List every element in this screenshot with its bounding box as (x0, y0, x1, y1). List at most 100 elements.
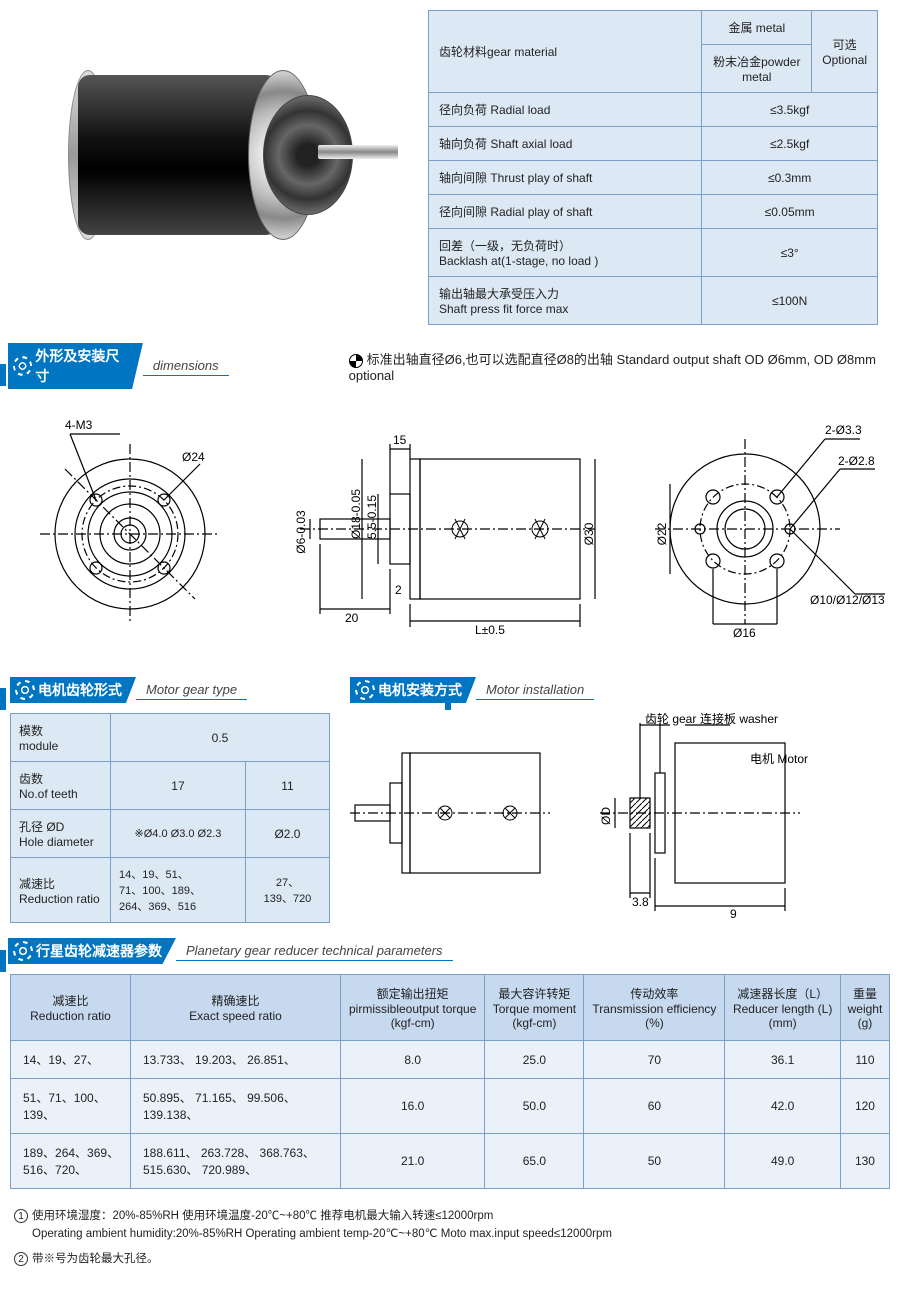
gt-val: 27、 139、720 (245, 858, 329, 923)
params-cell: 51、71、100、 139、 (11, 1079, 131, 1134)
params-subheader: Planetary gear reducer technical paramet… (176, 941, 453, 961)
dim-label: 3.8 (632, 895, 649, 909)
dim-label: Ø22 (655, 522, 669, 545)
params-cell: 130 (840, 1134, 889, 1189)
spec-val: ≤2.5kgf (702, 127, 878, 161)
gt-label: 模数 module (11, 714, 111, 762)
dim-label: Ø10/Ø12/Ø13 (810, 593, 885, 607)
dim-label: 20 (345, 611, 359, 625)
params-th: 减速比 Reduction ratio (11, 975, 131, 1041)
spec-table: 齿轮材料gear material 金属 metal 可选 Optional 粉… (428, 10, 878, 325)
header-text: 行星齿轮减速器参数 (36, 941, 162, 961)
params-th: 减速器长度（L） Reducer length (L) (mm) (725, 975, 841, 1041)
spec-label: 径向间隙 Radial play of shaft (429, 195, 702, 229)
gt-val: 11 (245, 762, 329, 810)
dim-label: 2-Ø2.8 (838, 454, 875, 468)
front-view-drawing: 4-M3 Ø24 (10, 399, 240, 659)
params-cell: 42.0 (725, 1079, 841, 1134)
spec-val: ≤100N (702, 277, 878, 325)
gear-icon (16, 944, 30, 958)
params-cell: 60 (584, 1079, 725, 1134)
footnote-text: 带※号为齿轮最大孔径。 (32, 1253, 159, 1265)
spec-val: ≤0.3mm (702, 161, 878, 195)
dim-label: L±0.5 (475, 623, 505, 637)
side-view-drawing: 15 Ø18-0.05 Ø6-0.03 5.5-0.15 2 20 Ø30 L±… (260, 399, 610, 659)
params-th: 重量 weight (g) (840, 975, 889, 1041)
params-cell: 110 (840, 1041, 889, 1079)
params-cell: 25.0 (485, 1041, 584, 1079)
shaft-note: 标准出轴直径Ø6,也可以选配直径Ø8的出轴 Standard output sh… (349, 349, 900, 383)
footnote-num-icon: 1 (14, 1209, 28, 1223)
params-cell: 50.895、 71.165、 99.506、 139.138、 (131, 1079, 341, 1134)
dim-label: 4-M3 (65, 418, 93, 432)
gt-label: 齿数 No.of teeth (11, 762, 111, 810)
gt-val: 17 (111, 762, 246, 810)
spec-val: ≤3.5kgf (702, 93, 878, 127)
dim-label: Ø6-0.03 (294, 510, 308, 554)
install-label: 齿轮 gear (645, 713, 696, 726)
footnote-num-icon: 2 (14, 1252, 28, 1266)
params-cell: 188.611、 263.728、 368.763、 515.630、 720.… (131, 1134, 341, 1189)
gear-type-table: 模数 module0.5 齿数 No.of teeth1711 孔径 ØD Ho… (10, 713, 330, 923)
dim-label: Ø18-0.05 (349, 489, 363, 539)
params-row: 14、19、27、 13.733、 19.203、 26.851、 8.0 25… (11, 1041, 890, 1079)
spec-label: 轴向负荷 Shaft axial load (429, 127, 702, 161)
product-photo (8, 10, 408, 290)
dim-label: 2-Ø3.3 (825, 423, 862, 437)
params-table: 减速比 Reduction ratio 精确速比 Exact speed rat… (10, 974, 890, 1189)
gt-val: Ø2.0 (245, 810, 329, 858)
dim-label: Ø24 (182, 450, 205, 464)
params-cell: 21.0 (341, 1134, 485, 1189)
dimensions-subheader: dimensions (143, 356, 229, 376)
params-cell: 14、19、27、 (11, 1041, 131, 1079)
install-label: 连接板 washer (700, 713, 778, 726)
spec-val: 粉末冶金powder metal (702, 45, 812, 93)
install-header: 电机安装方式 (350, 677, 476, 703)
params-cell: 120 (840, 1079, 889, 1134)
params-th: 最大容许转矩 Torque moment (kgf-cm) (485, 975, 584, 1041)
params-th: 传动效率 Transmission efficiency (%) (584, 975, 725, 1041)
gear-icon (16, 359, 29, 373)
footnote-text: 使用环境湿度：20%-85%RH 使用环境温度-20℃~+80℃ 推荐电机最大输… (32, 1207, 612, 1244)
params-cell: 36.1 (725, 1041, 841, 1079)
header-text: 电机齿轮形式 (38, 680, 122, 700)
params-cell: 13.733、 19.203、 26.851、 (131, 1041, 341, 1079)
install-subheader: Motor installation (476, 680, 594, 700)
params-row: 189、264、369、 516、720、 188.611、 263.728、 … (11, 1134, 890, 1189)
spec-label: 轴向间隙 Thrust play of shaft (429, 161, 702, 195)
gear-icon (18, 683, 32, 697)
params-cell: 189、264、369、 516、720、 (11, 1134, 131, 1189)
install-drawing: 齿轮 gear 连接板 washer 电机 Motor ØD 3.8 9 (350, 713, 850, 923)
dim-label: 9 (730, 907, 737, 921)
dim-label: 15 (393, 433, 407, 447)
params-row: 51、71、100、 139、 50.895、 71.165、 99.506、 … (11, 1079, 890, 1134)
params-cell: 50.0 (485, 1079, 584, 1134)
dim-label: ØD (599, 807, 613, 825)
dimensions-header: 外形及安装尺寸 (8, 343, 143, 389)
install-label: 电机 Motor (750, 752, 808, 766)
params-cell: 49.0 (725, 1134, 841, 1189)
params-th: 额定输出扭矩 pirmissibleoutput torque (kgf-cm) (341, 975, 485, 1041)
gt-val: 0.5 (111, 714, 330, 762)
header-text: 外形及安装尺寸 (35, 346, 129, 386)
header-text: 电机安装方式 (378, 680, 462, 700)
spec-label: 齿轮材料gear material (429, 11, 702, 93)
dim-label: 5.5-0.15 (365, 495, 379, 539)
gt-val: ※Ø4.0 Ø3.0 Ø2.3 (111, 810, 246, 858)
geartype-subheader: Motor gear type (136, 680, 247, 700)
spec-val: 金属 metal (702, 11, 812, 45)
spec-label: 径向负荷 Radial load (429, 93, 702, 127)
params-cell: 70 (584, 1041, 725, 1079)
gt-label: 孔径 ØD Hole diameter (11, 810, 111, 858)
gt-label: 减速比 Reduction ratio (11, 858, 111, 923)
spec-label: 回差（一级，无负荷时） Backlash at(1-stage, no load… (429, 229, 702, 277)
params-cell: 65.0 (485, 1134, 584, 1189)
dim-label: 2 (395, 583, 402, 597)
params-cell: 16.0 (341, 1079, 485, 1134)
spec-val: ≤3° (702, 229, 878, 277)
note-text: 标准出轴直径Ø6,也可以选配直径Ø8的出轴 Standard output sh… (349, 352, 876, 383)
geartype-header: 电机齿轮形式 (10, 677, 136, 703)
spec-val: ≤0.05mm (702, 195, 878, 229)
params-cell: 50 (584, 1134, 725, 1189)
gt-val: 14、19、51、 71、100、189、 264、369、516 (111, 858, 246, 923)
